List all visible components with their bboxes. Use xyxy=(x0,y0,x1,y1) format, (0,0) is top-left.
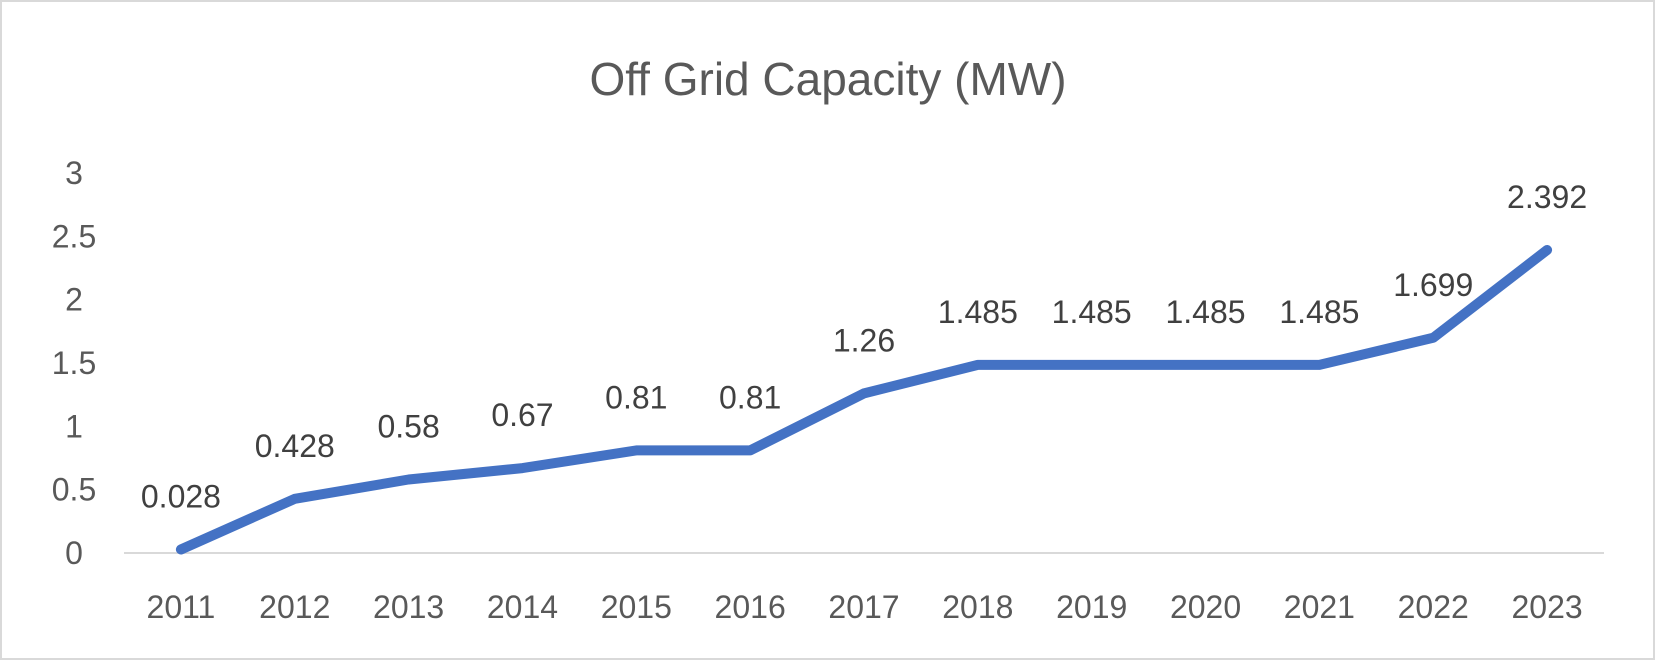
chart-title: Off Grid Capacity (MW) xyxy=(589,53,1066,105)
y-tick-label: 2 xyxy=(65,282,83,318)
y-tick-label: 0 xyxy=(65,535,83,571)
y-tick-label: 3 xyxy=(65,155,83,191)
data-label: 2.392 xyxy=(1507,179,1587,215)
data-label: 1.485 xyxy=(1165,294,1245,330)
data-label: 0.428 xyxy=(255,428,335,464)
x-axis-ticks: 2011 2012 2013 2014 2015 2016 2017 2018 2019 2020… xyxy=(147,589,1583,625)
data-label: 0.58 xyxy=(377,409,439,445)
data-label: 1.485 xyxy=(938,294,1018,330)
data-label: 1.699 xyxy=(1393,267,1473,303)
x-tick-label: 2013 xyxy=(373,589,444,625)
x-tick-label: 2020 xyxy=(1170,589,1241,625)
x-tick-label: 2016 xyxy=(715,589,786,625)
x-tick-label: 2014 xyxy=(487,589,558,625)
x-tick-label: 2019 xyxy=(1056,589,1127,625)
data-label: 1.485 xyxy=(1279,294,1359,330)
y-tick-label: 1 xyxy=(65,408,83,444)
y-axis-ticks: 0 0.5 1 1.5 2 2.5 3 xyxy=(52,155,96,571)
x-tick-label: 2018 xyxy=(942,589,1013,625)
data-labels: 0.028 0.428 0.58 0.67 0.81 0.81 1.26 1.485 1.485… xyxy=(141,179,1587,514)
data-label: 1.26 xyxy=(833,322,895,358)
y-tick-label: 1.5 xyxy=(52,345,96,381)
data-label: 0.81 xyxy=(719,379,781,415)
x-tick-label: 2011 xyxy=(147,589,216,625)
x-tick-label: 2021 xyxy=(1284,589,1355,625)
y-tick-label: 2.5 xyxy=(52,218,96,254)
series-line xyxy=(175,245,1553,555)
data-label: 1.485 xyxy=(1052,294,1132,330)
x-tick-label: 2015 xyxy=(601,589,672,625)
data-label: 0.028 xyxy=(141,478,221,514)
data-label: 0.81 xyxy=(605,379,667,415)
x-tick-label: 2023 xyxy=(1511,589,1582,625)
x-tick-label: 2022 xyxy=(1398,589,1469,625)
y-tick-label: 0.5 xyxy=(52,472,96,508)
x-tick-label: 2017 xyxy=(828,589,899,625)
data-label: 0.67 xyxy=(491,397,553,433)
x-tick-label: 2012 xyxy=(259,589,330,625)
